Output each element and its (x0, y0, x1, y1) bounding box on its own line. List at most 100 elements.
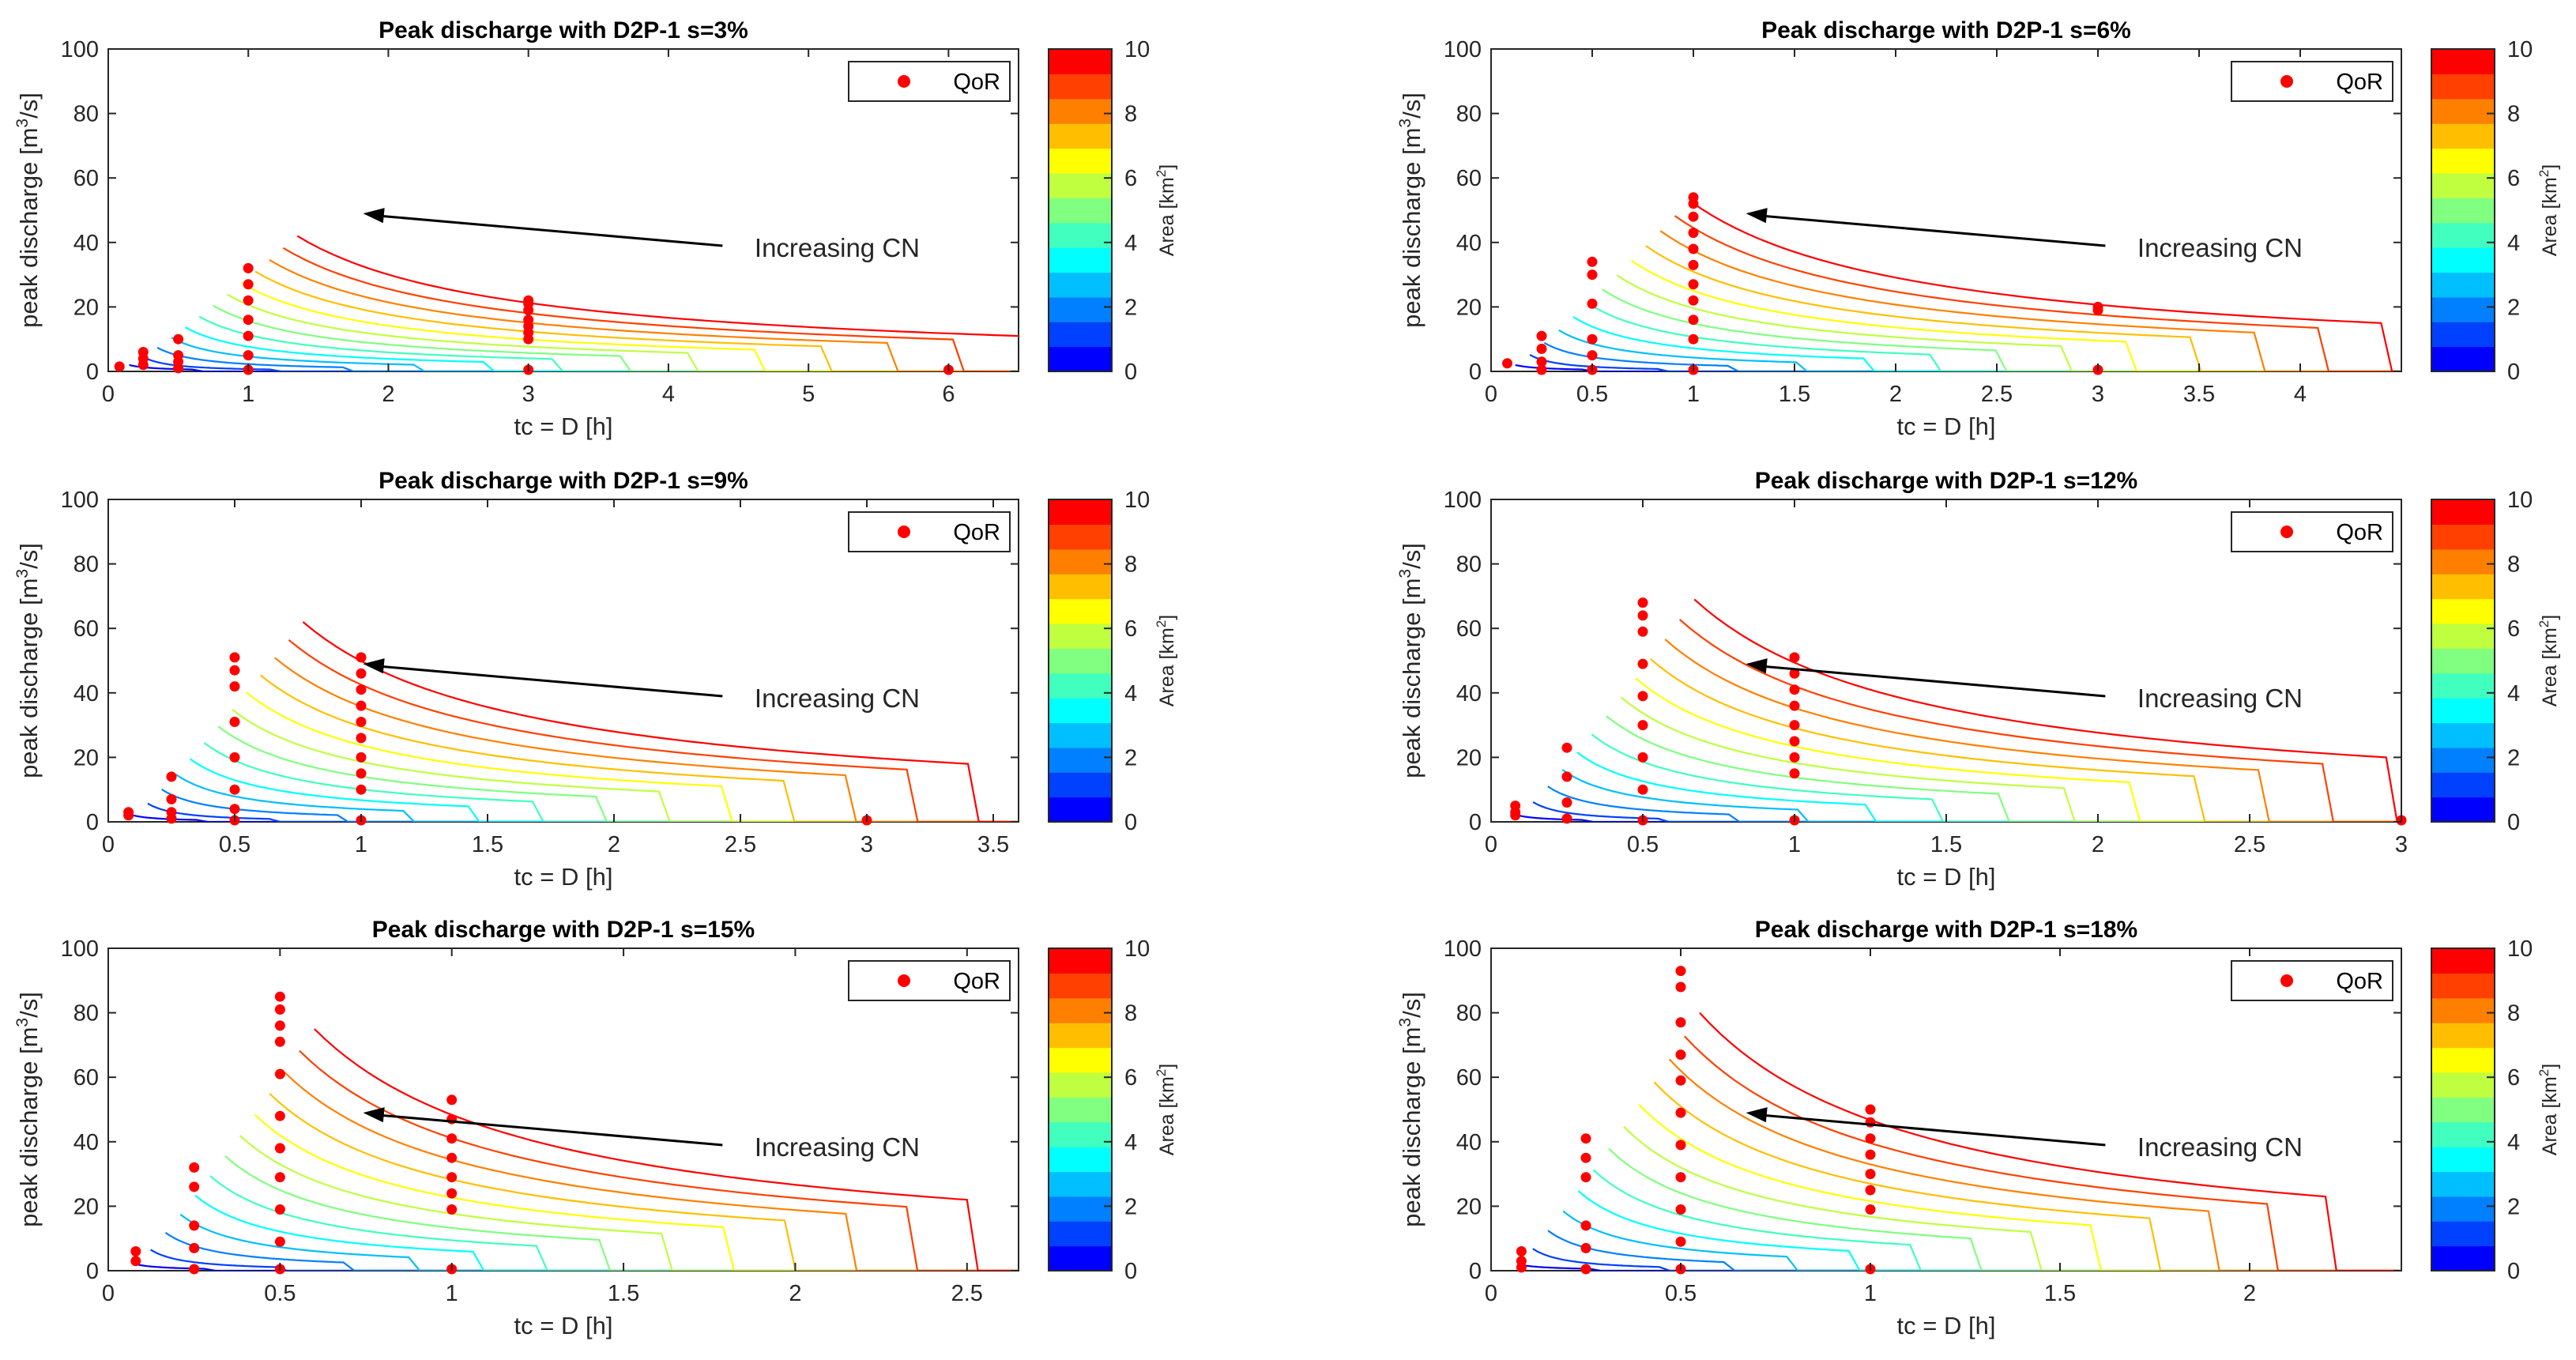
colorbar-segment (1049, 98, 1112, 124)
qor-point (243, 330, 254, 341)
y-axis-label-main: peak discharge [m (15, 128, 43, 328)
cn-curve (198, 315, 1019, 371)
colorbar-segment (1049, 1221, 1112, 1247)
qor-point (1587, 350, 1598, 361)
y-axis-label-end: /s] (15, 92, 43, 119)
chart-title: Peak discharge with D2P-1 s=3% (378, 17, 748, 43)
colorbar-tick-label: 8 (2507, 1001, 2520, 1027)
y-axis-label-end: /s] (1398, 543, 1425, 569)
y-tick-label: 20 (1456, 1194, 1482, 1219)
x-tick-label: 3 (2092, 382, 2104, 407)
plot-area (1490, 48, 2402, 372)
cn-curve (1606, 715, 2401, 822)
colorbar-segment (2431, 772, 2495, 798)
qor-point (356, 784, 367, 795)
colorbar-segment (2431, 499, 2495, 525)
colorbar-segment (2431, 198, 2495, 224)
colorbar-segment (1049, 672, 1112, 699)
chart-title: Peak discharge with D2P-1 s=6% (1761, 17, 2131, 43)
colorbar-tick-label: 10 (1124, 488, 1150, 513)
colorbar-label-sup: 2 (2536, 170, 2552, 177)
colorbar-segment (1049, 598, 1112, 624)
y-tick-label: 60 (1456, 1065, 1482, 1091)
legend-label: QoR (2336, 70, 2383, 95)
x-tick-label: 0.5 (1576, 382, 1608, 407)
y-tick-label: 0 (86, 810, 99, 835)
colorbar-label: Area [km2] (2536, 615, 2561, 706)
x-tick-label: 5 (802, 382, 815, 407)
x-tick-label: 6 (942, 382, 955, 407)
colorbar-segment (2431, 346, 2495, 372)
qor-point (1637, 610, 1648, 621)
x-tick-label: 0.5 (1665, 1281, 1697, 1306)
colorbar-segment (1049, 1245, 1112, 1271)
qor-point (1637, 658, 1648, 669)
colorbar-segment (1049, 73, 1112, 100)
x-tick-label: 0 (102, 832, 115, 857)
annotation-arrow-head (363, 208, 385, 224)
x-tick-label: 0 (102, 382, 115, 407)
qor-point (1637, 752, 1648, 763)
y-axis-label-sup: 3 (1396, 569, 1414, 578)
qor-point (274, 991, 285, 1002)
cn-curve (269, 258, 1019, 371)
cn-curve (1653, 1081, 2401, 1271)
legend-label: QoR (2336, 520, 2383, 545)
cn-curve (156, 346, 1019, 371)
colorbar-label-sup: 2 (1154, 1069, 1169, 1076)
y-axis-label-main: peak discharge [m (15, 1027, 43, 1227)
x-tick-label: 0.5 (1627, 832, 1659, 857)
y-tick-label: 40 (73, 681, 99, 706)
cn-curve (1668, 1058, 2401, 1271)
colorbar-segment (2431, 49, 2495, 74)
x-tick-label: 3 (522, 382, 535, 407)
x-tick-label: 2 (1889, 382, 1902, 407)
colorbar-segment (2431, 1023, 2495, 1049)
qor-point (1789, 768, 1800, 779)
qor-point (1789, 736, 1800, 747)
qor-point (1865, 1169, 1876, 1180)
annotation-arrow-head (363, 658, 385, 674)
colorbar-label-main: Area [km (1156, 627, 1178, 706)
annotation-text: Increasing CN (2137, 684, 2303, 713)
y-tick-label: 80 (1456, 102, 1482, 127)
x-tick-label: 3 (861, 832, 873, 857)
y-axis-label: peak discharge [m3/s] (1396, 92, 1425, 328)
x-axis-label: tc = D [h] (514, 1312, 613, 1339)
cn-curve (179, 1213, 1019, 1271)
qor-point (243, 315, 254, 326)
legend-marker (2280, 75, 2293, 88)
colorbar-segment (1049, 747, 1112, 773)
qor-point (2092, 301, 2103, 312)
colorbar-tick-label: 10 (2507, 37, 2533, 62)
x-axis-label: tc = D [h] (514, 413, 613, 440)
x-tick-label: 0 (1485, 382, 1497, 407)
qor-point (1688, 259, 1699, 270)
qor-point (229, 784, 240, 795)
colorbar-segment (1049, 797, 1112, 823)
colorbar-tick-label: 4 (1124, 1130, 1137, 1155)
qor-point (114, 361, 125, 372)
colorbar-segment (2431, 296, 2495, 322)
cn-curve (288, 639, 1019, 822)
y-tick-label: 0 (1469, 360, 1482, 385)
colorbar-label: Area [km2] (2536, 164, 2561, 256)
colorbar-label-main: Area [km (2539, 627, 2561, 706)
qor-point (523, 295, 534, 306)
cn-curve (282, 247, 1019, 371)
qor-point (1688, 279, 1699, 290)
legend-box (848, 61, 1011, 102)
cn-curve (1592, 1169, 2401, 1271)
chart-title: Peak discharge with D2P-1 s=15% (372, 917, 755, 943)
colorbar-segment (2431, 574, 2495, 600)
cn-curve (260, 674, 1019, 822)
cn-curve (274, 657, 1019, 822)
colorbar-tick-label: 6 (1124, 616, 1137, 642)
qor-point (1789, 652, 1800, 663)
x-tick-label: 3.5 (2183, 382, 2215, 407)
colorbar-tick-label: 8 (1124, 102, 1137, 127)
legend-marker (2280, 974, 2293, 987)
colorbar-tick-label: 10 (2507, 936, 2533, 962)
legend-box (848, 511, 1011, 552)
qor-point (446, 1094, 458, 1106)
